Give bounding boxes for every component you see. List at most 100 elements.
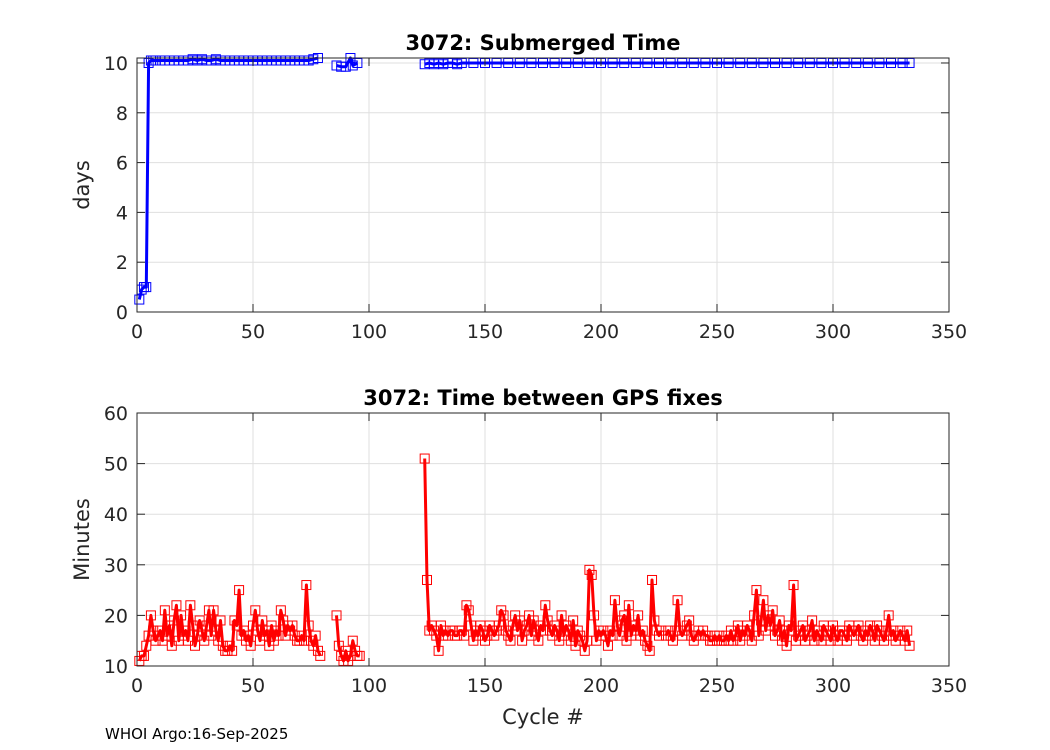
- data-point-marker: [589, 610, 600, 621]
- data-point-marker: [227, 645, 238, 656]
- data-point-marker: [758, 595, 769, 606]
- data-point-marker: [422, 574, 432, 585]
- data-point-marker: [461, 600, 472, 611]
- data-point-marker: [570, 640, 581, 651]
- data-point-marker: [180, 625, 191, 636]
- x-tick-label: 250: [699, 675, 735, 697]
- data-point-marker: [542, 615, 553, 626]
- gps-fix-time-axes: 0 50 100 150 200 250 300 350 10 20 30 40 50 60 3072: T…: [70, 386, 967, 729]
- data-point-marker: [224, 640, 235, 651]
- data-point-marker: [210, 625, 221, 636]
- data-point-marker: [275, 605, 286, 616]
- data-point-marker: [331, 610, 342, 621]
- data-point-marker: [609, 595, 620, 606]
- x-tick-label: 150: [467, 675, 503, 697]
- data-point-marker: [208, 605, 219, 616]
- data-point-marker: [540, 600, 551, 611]
- data-point-marker: [215, 615, 226, 626]
- x-tick-label: 0: [131, 321, 143, 343]
- data-point-marker: [788, 580, 799, 591]
- data-point-marker: [756, 615, 767, 626]
- data-point-marker: [296, 630, 307, 641]
- data-point-marker: [772, 625, 783, 636]
- data-point-marker: [312, 645, 323, 656]
- data-point-marker: [431, 630, 442, 641]
- data-point-marker: [783, 620, 794, 631]
- footer-credit: WHOI Argo:16-Sep-2025: [105, 725, 289, 743]
- data-point-marker: [883, 610, 894, 621]
- data-point-marker: [640, 635, 651, 646]
- data-point-marker: [751, 585, 762, 596]
- x-tick-label: 350: [931, 321, 967, 343]
- series-line: [424, 61, 910, 66]
- y-tick-label: 8: [116, 103, 128, 125]
- data-point-marker: [619, 610, 630, 621]
- data-point-marker: [746, 635, 757, 646]
- data-point-marker: [663, 625, 674, 636]
- data-point-marker: [459, 630, 470, 641]
- data-point-marker: [744, 625, 755, 636]
- data-point-marker: [333, 640, 344, 651]
- data-point-marker: [616, 615, 627, 626]
- y-axis-label: days: [70, 160, 94, 210]
- data-point-marker: [642, 640, 653, 651]
- data-point-marker: [647, 574, 658, 585]
- data-point-marker: [607, 630, 618, 641]
- data-point-marker: [343, 655, 354, 666]
- data-point-marker: [853, 620, 864, 631]
- data-point-marker: [872, 620, 883, 631]
- x-tick-label: 300: [815, 675, 851, 697]
- y-tick-label: 0: [116, 302, 128, 324]
- data-point-marker: [347, 635, 358, 646]
- y-tick-label: 20: [104, 605, 128, 627]
- data-point-marker: [243, 630, 254, 641]
- data-point-marker: [556, 610, 567, 621]
- data-point-marker: [145, 610, 156, 621]
- submerged-time-axes: 0 50 100 150 200 250 300 350 0 2 4 6 8 10 3072: Submer…: [70, 31, 967, 343]
- axes-frame: [136, 412, 950, 667]
- data-point-marker: [728, 635, 739, 646]
- data-point-marker: [535, 620, 546, 631]
- data-point-marker: [807, 615, 818, 626]
- x-tick-label: 350: [931, 675, 967, 697]
- data-point-marker: [150, 635, 161, 646]
- data-point-marker: [489, 630, 500, 641]
- data-point-marker: [654, 630, 664, 641]
- x-tick-label: 100: [351, 675, 387, 697]
- data-point-marker: [568, 615, 579, 626]
- x-tick-label: 150: [467, 321, 503, 343]
- data-point-marker: [257, 615, 268, 626]
- data-point-marker: [804, 625, 815, 636]
- data-point-marker: [194, 615, 205, 626]
- data-point-marker: [301, 580, 312, 591]
- data-point-marker: [512, 625, 523, 636]
- x-tick-label: 300: [815, 321, 851, 343]
- data-point-marker: [155, 625, 166, 636]
- data-point-marker: [874, 625, 885, 636]
- data-point-marker: [538, 625, 548, 636]
- chart-title: 3072: Submerged Time: [405, 31, 680, 55]
- data-point-marker: [201, 620, 212, 631]
- data-point-marker: [315, 650, 326, 661]
- data-point-marker: [190, 640, 200, 651]
- data-point-marker: [310, 630, 321, 641]
- data-point-marker: [463, 605, 474, 616]
- data-point-marker: [614, 630, 625, 641]
- data-point-marker: [141, 640, 152, 651]
- y-tick-label: 4: [116, 202, 128, 224]
- data-point-marker: [684, 615, 695, 626]
- axes-frame: [136, 57, 950, 313]
- data-point-marker: [753, 630, 764, 641]
- data-point-marker: [176, 610, 187, 621]
- y-tick-label: 60: [104, 403, 128, 425]
- data-point-marker: [765, 620, 776, 631]
- data-point-marker: [841, 635, 852, 646]
- x-tick-label: 200: [583, 321, 619, 343]
- data-point-marker: [681, 620, 692, 631]
- data-point-marker: [584, 564, 595, 575]
- data-point-marker: [781, 640, 792, 651]
- data-point-marker: [505, 635, 516, 646]
- data-point-marker: [517, 635, 528, 646]
- data-point-marker: [598, 625, 609, 636]
